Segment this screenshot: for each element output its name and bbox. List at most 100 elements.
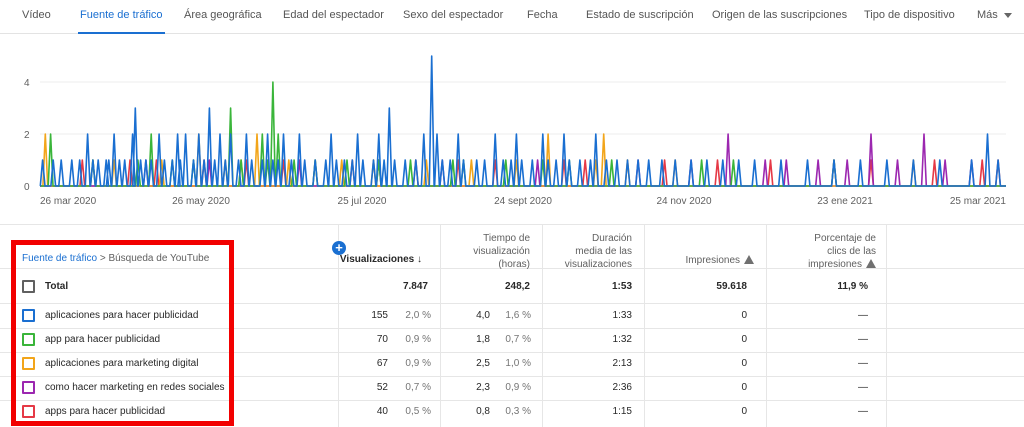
total-views: 7.847 [402, 281, 428, 292]
row-views: 70 [376, 334, 388, 345]
table-row: app para hacer publicidad 70 0,9 % 1,8 0… [0, 328, 1024, 352]
header-line: Porcentaje de [814, 233, 876, 244]
row-label: app para hacer publicidad [45, 334, 161, 345]
row-impressions: 0 [741, 406, 747, 417]
table-row: como hacer marketing en redes sociales 5… [0, 376, 1024, 400]
row-label: como hacer marketing en redes sociales [45, 382, 225, 393]
row-checkbox[interactable] [22, 333, 35, 346]
report-tabs: Vídeo Fuente de tráfico Área geográfica … [0, 0, 1024, 34]
avg-duration-column-header[interactable]: Duración media de las visualizaciones [542, 232, 632, 271]
row-watch-pct: 0,3 % [505, 406, 531, 417]
row-divider [0, 328, 1024, 329]
row-divider [0, 352, 1024, 353]
watch-time-column-header[interactable]: Tiempo de visualización (horas) [440, 232, 530, 271]
tab-more[interactable]: Más [977, 0, 1012, 34]
header-line: media de las [575, 246, 632, 257]
tab-video[interactable]: Vídeo [22, 9, 51, 21]
row-impressions: 0 [741, 334, 747, 345]
y-tick-label: 2 [24, 130, 30, 141]
row-views-pct: 2,0 % [405, 310, 431, 321]
breadcrumb-separator: > [99, 253, 106, 264]
header-line: visualización [473, 246, 530, 257]
tab-traffic-source[interactable]: Fuente de tráfico [78, 0, 165, 34]
header-line: impresiones [766, 258, 876, 271]
row-views-pct: 0,7 % [405, 382, 431, 393]
header-line: Tiempo de [483, 233, 530, 244]
header-line: Duración [591, 233, 632, 244]
table-row: aplicaciones para marketing digital 67 0… [0, 352, 1024, 376]
header-line: visualizaciones [564, 259, 632, 270]
row-checkbox[interactable] [22, 381, 35, 394]
row-views-pct: 0,5 % [405, 406, 431, 417]
row-avg-duration: 1:32 [612, 334, 632, 345]
tab-subscription-status[interactable]: Estado de suscripción [586, 9, 694, 21]
tab-device-type[interactable]: Tipo de dispositivo [864, 9, 955, 21]
table-top-divider [0, 224, 1024, 225]
row-watch-time: 0,8 [476, 406, 490, 417]
breadcrumb-current: Búsqueda de YouTube [108, 253, 210, 264]
row-ctr: — [858, 358, 868, 369]
row-avg-duration: 2:13 [612, 358, 632, 369]
breadcrumb-link[interactable]: Fuente de tráfico [22, 253, 98, 264]
table-header-divider [0, 268, 1024, 269]
row-views-pct: 0,9 % [405, 358, 431, 369]
tab-viewer-gender[interactable]: Sexo del espectador [403, 9, 504, 21]
row-impressions: 0 [741, 310, 747, 321]
views-header-label: Visualizaciones [339, 254, 415, 265]
row-label: aplicaciones para hacer publicidad [45, 310, 199, 321]
x-tick-label: 25 jul 2020 [338, 196, 387, 207]
ctr-column-header[interactable]: Porcentaje de clics de las impresiones [766, 232, 876, 271]
add-metric-button[interactable]: + [332, 241, 346, 255]
tab-subscription-source[interactable]: Origen de las suscripciones [712, 9, 848, 21]
row-watch-pct: 0,7 % [505, 334, 531, 345]
total-impressions: 59.618 [716, 281, 747, 292]
row-watch-time: 1,8 [476, 334, 490, 345]
table-total-divider [0, 303, 1024, 304]
row-avg-duration: 1:33 [612, 310, 632, 321]
row-watch-time: 2,3 [476, 382, 490, 393]
row-checkbox[interactable] [22, 405, 35, 418]
table-row: aplicaciones para hacer publicidad 155 2… [0, 304, 1024, 328]
row-checkbox[interactable] [22, 357, 35, 370]
row-watch-pct: 0,9 % [505, 382, 531, 393]
row-views: 40 [376, 406, 388, 417]
total-checkbox[interactable] [22, 280, 35, 293]
row-avg-duration: 2:36 [612, 382, 632, 393]
highlight-annotation-box [11, 240, 234, 426]
sort-desc-icon: ↓ [417, 254, 422, 265]
tab-date[interactable]: Fecha [527, 9, 558, 21]
row-views: 155 [371, 310, 388, 321]
warning-icon [866, 259, 876, 268]
breadcrumb: Fuente de tráfico > Búsqueda de YouTube [22, 253, 209, 264]
row-label: apps para hacer publicidad [45, 406, 166, 417]
tab-viewer-age[interactable]: Edad del espectador [283, 9, 384, 21]
tab-more-label: Más [977, 9, 998, 21]
row-watch-pct: 1,0 % [505, 358, 531, 369]
row-ctr: — [858, 382, 868, 393]
col-divider [886, 224, 887, 427]
row-avg-duration: 1:15 [612, 406, 632, 417]
views-column-header[interactable]: Visualizaciones ↓ [330, 254, 422, 265]
row-ctr: — [858, 406, 868, 417]
row-impressions: 0 [741, 382, 747, 393]
row-checkbox[interactable] [22, 309, 35, 322]
x-tick-label: 23 ene 2021 [817, 196, 873, 207]
total-ctr: 11,9 % [837, 281, 868, 292]
total-watch-time: 248,2 [504, 281, 530, 292]
tab-geography[interactable]: Área geográfica [184, 9, 262, 21]
col-divider [440, 224, 441, 427]
row-views: 52 [376, 382, 388, 393]
total-avg-duration: 1:53 [611, 281, 632, 292]
row-ctr: — [858, 310, 868, 321]
chevron-down-icon [1003, 12, 1012, 18]
y-tick-label: 0 [24, 182, 30, 193]
warning-icon [744, 255, 754, 264]
x-tick-label: 26 mar 2020 [40, 196, 97, 207]
row-ctr: — [858, 334, 868, 345]
impressions-column-header[interactable]: Impresiones [644, 254, 754, 267]
row-impressions: 0 [741, 358, 747, 369]
row-views: 67 [376, 358, 388, 369]
traffic-line-chart: 0 2 4 26 mar 2020 26 may 2020 25 jul 2020 24 s… [24, 55, 1006, 207]
series-line [39, 55, 1006, 187]
x-tick-label: 24 nov 2020 [656, 196, 711, 207]
